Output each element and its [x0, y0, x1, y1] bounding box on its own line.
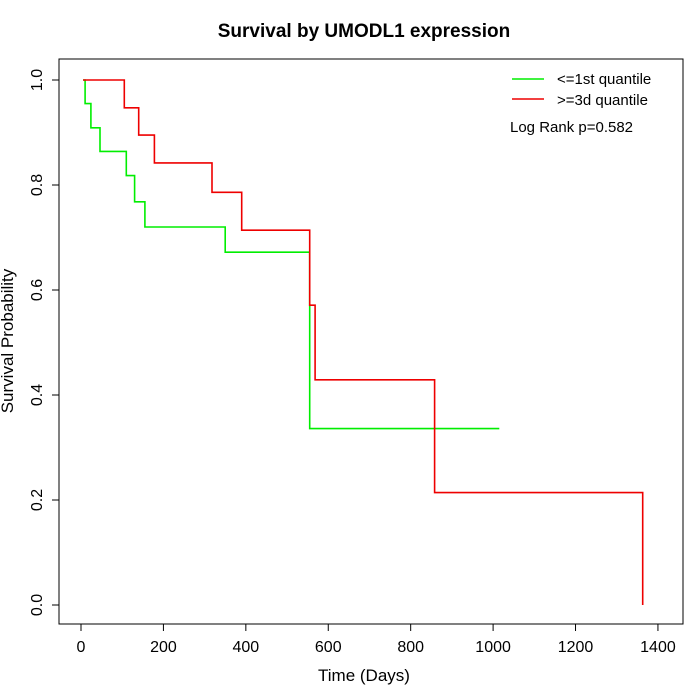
legend: <=1st quantile >=3d quantile Log Rank p=…	[510, 71, 651, 136]
x-axis-label: Time (Days)	[318, 666, 410, 685]
x-tick-label: 1400	[640, 639, 676, 656]
plot-frame	[58, 58, 684, 625]
legend-label-high: >=3d quantile	[557, 92, 648, 109]
y-tick-label: 0.2	[29, 489, 46, 511]
y-tick-label: 0.0	[29, 594, 46, 616]
y-tick-label: 0.8	[29, 174, 46, 196]
y-tick-label: 0.6	[29, 279, 46, 301]
x-tick-label: 800	[397, 639, 424, 656]
x-tick-label: 400	[232, 639, 259, 656]
series-line-0	[83, 79, 500, 430]
log-rank-annotation: Log Rank p=0.582	[510, 119, 633, 136]
x-tick-label: 200	[150, 639, 177, 656]
y-tick-label: 0.4	[29, 384, 46, 406]
chart-title: Survival by UMODL1 expression	[218, 21, 511, 42]
y-axis-label: Survival Probability	[0, 268, 17, 413]
series-line-1	[83, 79, 644, 605]
x-tick-label: 1000	[475, 639, 511, 656]
x-tick-label: 1200	[558, 639, 594, 656]
x-tick-label: 0	[77, 639, 86, 656]
y-tick-label: 1.0	[29, 69, 46, 91]
legend-label-low: <=1st quantile	[557, 71, 651, 88]
series-layer	[83, 79, 644, 605]
x-axis: 0 200 400 600 800 1000 1200 1400	[77, 623, 676, 656]
y-axis: 0.0 0.2 0.4 0.6 0.8 1.0	[29, 69, 60, 616]
x-tick-label: 600	[315, 639, 342, 656]
